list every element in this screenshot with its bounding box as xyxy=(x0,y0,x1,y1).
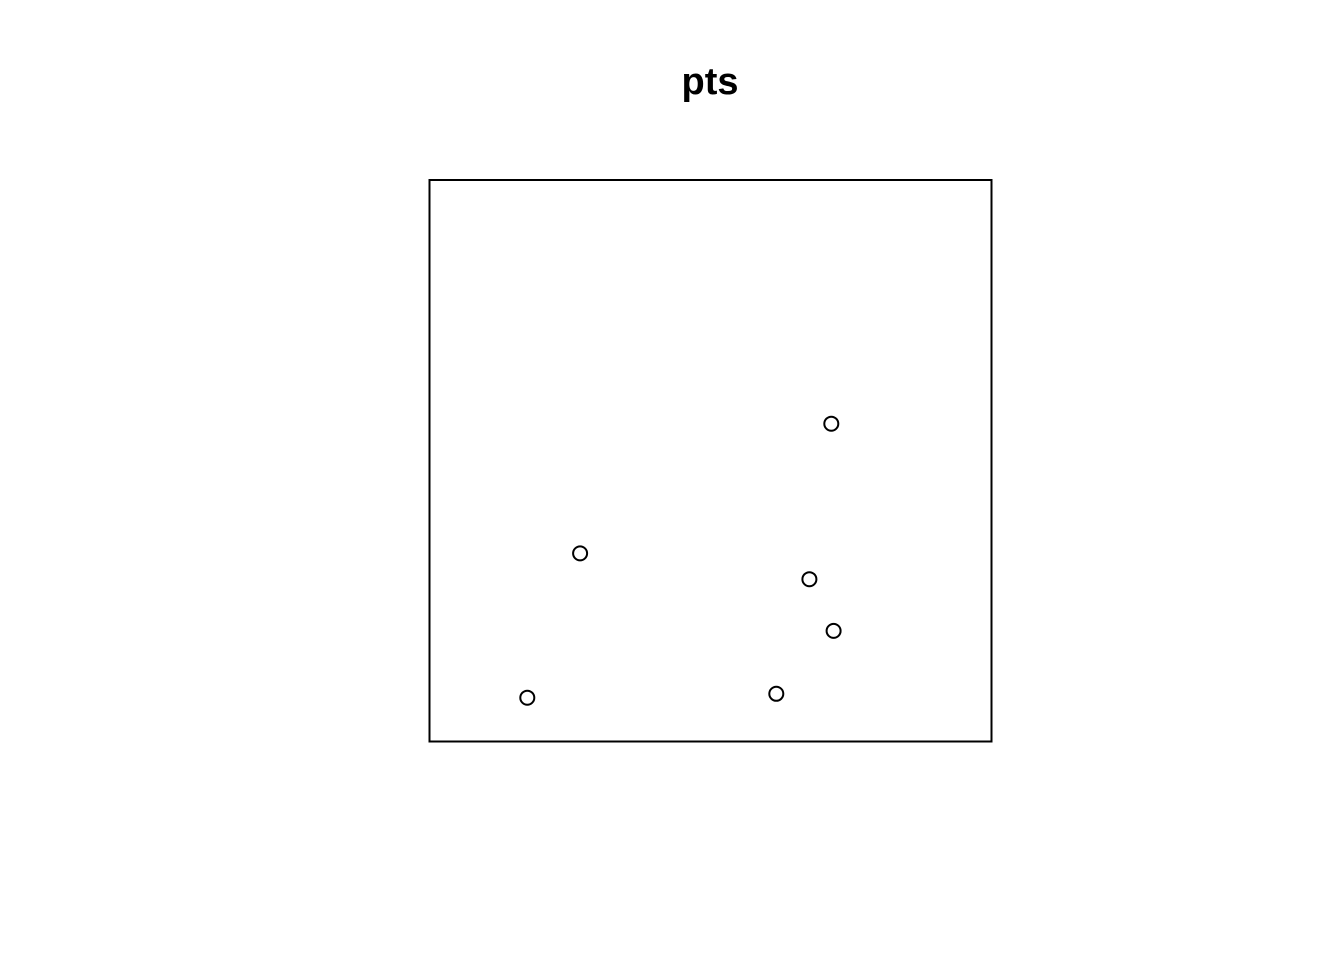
data-point-6 xyxy=(519,689,536,706)
plot-frame xyxy=(428,179,993,743)
chart-title: pts xyxy=(682,61,739,103)
data-point-5 xyxy=(768,685,785,702)
data-points xyxy=(519,415,842,706)
data-point-3 xyxy=(801,571,818,588)
data-point-2 xyxy=(572,545,589,562)
data-point-4 xyxy=(825,622,842,639)
data-point-1 xyxy=(823,415,840,432)
